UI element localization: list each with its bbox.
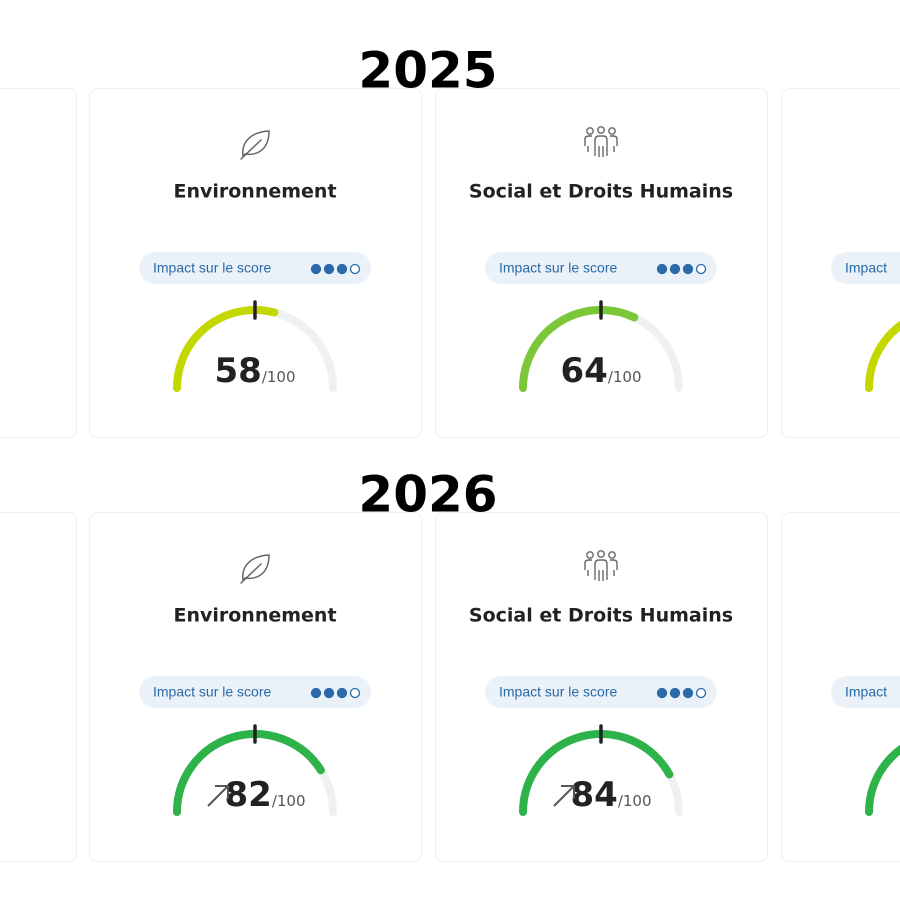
score-card: Social et Droits Humains Impact sur le sc… (435, 512, 768, 862)
score-card (0, 88, 77, 438)
person-body (610, 559, 618, 570)
score-value: 84/100 (570, 775, 651, 815)
card-frame (0, 512, 77, 862)
card-title: Social et Droits Humains (469, 181, 733, 203)
impact-label: Impact (845, 260, 887, 276)
trend-arrow (207, 785, 229, 807)
impact-dot (323, 263, 335, 275)
impact-dot (656, 687, 668, 699)
score-suffix: /100 (272, 792, 306, 810)
person-head (586, 551, 594, 559)
impact-badge (139, 676, 371, 708)
score-value: 58/100 (214, 351, 295, 391)
person-body (610, 135, 618, 146)
impact-label: Impact sur le score (499, 260, 617, 276)
gauge-fill (519, 730, 674, 816)
people-icon (584, 126, 618, 157)
impact-badge (485, 676, 717, 708)
impact-dot (349, 263, 361, 275)
score-suffix: /100 (608, 368, 642, 386)
person-legs (587, 146, 615, 157)
person-body (584, 559, 592, 570)
impact-dot (656, 263, 668, 275)
impact-label: Impact sur le score (499, 684, 617, 700)
trend-arrow (553, 785, 575, 807)
impact-badge (831, 676, 900, 708)
card-title: Social et Droits Humains (469, 605, 733, 627)
person-head (586, 127, 594, 135)
impact-dot (310, 263, 322, 275)
impact-dot (336, 263, 348, 275)
score-card: Impact (781, 512, 900, 862)
impact-dot (323, 687, 335, 699)
impact-label: Impact sur le score (153, 684, 271, 700)
impact-dot (695, 687, 707, 699)
impact-badge (485, 252, 717, 284)
impact-dot (682, 687, 694, 699)
gauge-fill (865, 744, 900, 816)
card-frame (0, 88, 77, 438)
impact-label: Impact (845, 684, 887, 700)
impact-dot (695, 263, 707, 275)
person-body (594, 559, 608, 580)
card-title: Environnement (173, 181, 336, 203)
score-card (0, 512, 77, 862)
impact-dot (349, 687, 361, 699)
person-legs (587, 570, 615, 581)
score-number: 58 (214, 351, 261, 391)
person-head (597, 550, 605, 558)
impact-dot (669, 687, 681, 699)
gauge-fill (173, 730, 325, 816)
score-number: 82 (224, 775, 271, 815)
impact-badge (831, 252, 900, 284)
score-card: Social et Droits Humains Impact sur le sc… (435, 88, 768, 438)
impact-dot (336, 687, 348, 699)
score-suffix: /100 (618, 792, 652, 810)
impact-label: Impact sur le score (153, 260, 271, 276)
person-body (594, 135, 608, 156)
card-title: Environnement (173, 605, 336, 627)
impact-dot (669, 263, 681, 275)
people-icon (584, 550, 618, 581)
score-number: 64 (560, 351, 607, 391)
leaf-shape (242, 554, 270, 582)
score-value: 82/100 (224, 775, 305, 815)
person-head (608, 127, 616, 135)
score-number: 84 (570, 775, 617, 815)
gauge-fill (519, 306, 639, 392)
gauge-fill (865, 320, 900, 392)
person-body (584, 135, 592, 146)
leaf-vein (240, 563, 262, 584)
impact-dot (310, 687, 322, 699)
leaf-icon (240, 130, 270, 160)
leaf-vein (240, 139, 262, 160)
leaf-icon (240, 554, 270, 584)
score-suffix: /100 (262, 368, 296, 386)
person-head (597, 126, 605, 134)
score-card: Environnement Impact sur le score 58/100 (89, 88, 422, 438)
impact-dot (682, 263, 694, 275)
impact-badge (139, 252, 371, 284)
score-value: 64/100 (560, 351, 641, 391)
person-head (608, 551, 616, 559)
leaf-shape (242, 130, 270, 158)
score-card: Impact (781, 88, 900, 438)
score-card: Environnement Impact sur le score 82/100 (89, 512, 422, 862)
